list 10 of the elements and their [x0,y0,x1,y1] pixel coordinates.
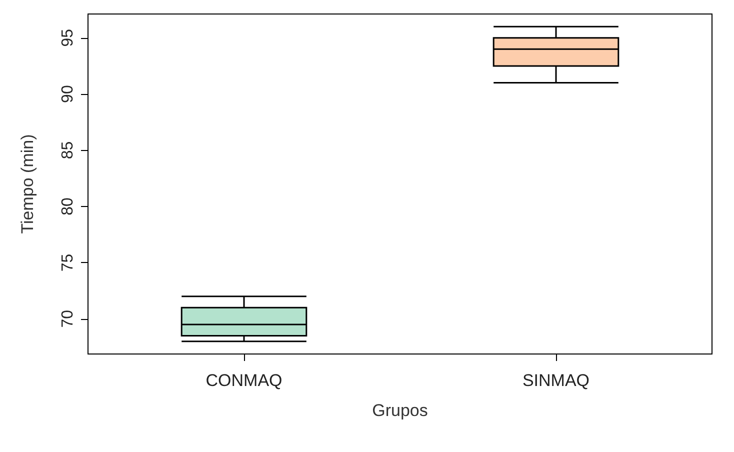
y-tick-label: 90 [60,85,76,103]
y-tick-label: 70 [60,310,76,328]
y-tick-label: 85 [60,141,76,160]
x-tick-label: SINMAQ [522,371,590,390]
x-tick-label: CONMAQ [206,371,282,390]
y-axis-title: Tiempo (min) [18,134,37,234]
x-axis-title: Grupos [372,401,428,420]
y-tick-label: 75 [60,254,76,272]
y-tick-label: 95 [60,28,76,47]
y-tick-label: 80 [60,197,76,216]
